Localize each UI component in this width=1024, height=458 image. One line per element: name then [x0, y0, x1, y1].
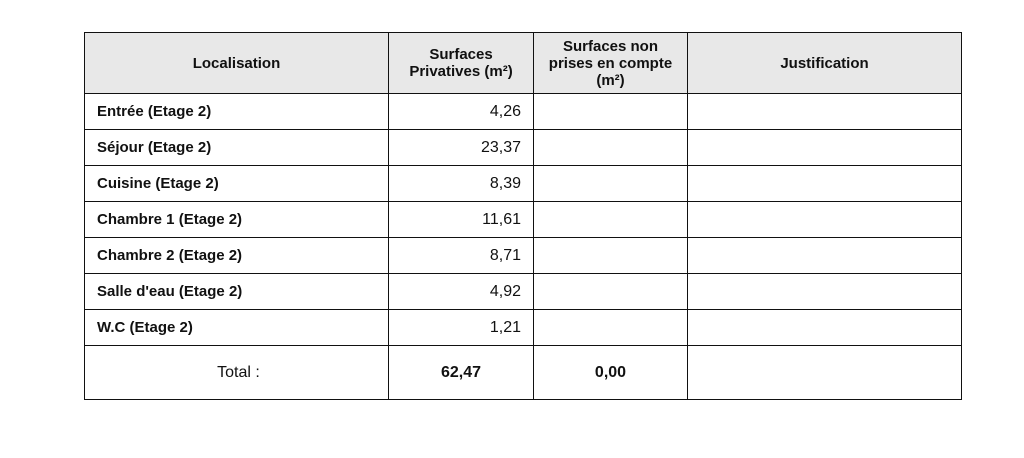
total-non-prises: 0,00 — [533, 345, 688, 400]
header-cell: Surfaces Privatives (m²) — [388, 32, 534, 94]
location-cell: Salle d'eau (Etage 2) — [84, 273, 389, 310]
header-cell: Justification — [687, 32, 962, 94]
location-cell: W.C (Etage 2) — [84, 309, 389, 346]
header-cell: Surfaces non prises en compte (m²) — [533, 32, 688, 94]
empty-cell — [687, 237, 962, 274]
location-cell: Entrée (Etage 2) — [84, 93, 389, 130]
table-row: Séjour (Etage 2) 23,37 — [84, 129, 962, 166]
empty-cell — [687, 93, 962, 130]
location-cell: Chambre 1 (Etage 2) — [84, 201, 389, 238]
table-row: Cuisine (Etage 2) 8,39 — [84, 165, 962, 202]
table-row: Salle d'eau (Etage 2) 4,92 — [84, 273, 962, 310]
table-row: Chambre 2 (Etage 2) 8,71 — [84, 237, 962, 274]
total-row: Total : 62,47 0,00 — [84, 345, 962, 400]
total-privatives: 62,47 — [388, 345, 534, 400]
surface-cell: 8,71 — [388, 237, 534, 274]
empty-cell — [533, 165, 688, 202]
table-row: Chambre 1 (Etage 2) 11,61 — [84, 201, 962, 238]
empty-cell — [687, 345, 962, 400]
empty-cell — [533, 93, 688, 130]
empty-cell — [687, 129, 962, 166]
empty-cell — [533, 201, 688, 238]
empty-cell — [533, 309, 688, 346]
surface-table: Localisation Surfaces Privatives (m²) Su… — [84, 32, 962, 400]
table-body: Entrée (Etage 2) 4,26 Séjour (Etage 2) 23,3… — [84, 93, 962, 346]
location-cell: Chambre 2 (Etage 2) — [84, 237, 389, 274]
header-cell: Localisation — [84, 32, 389, 94]
empty-cell — [687, 165, 962, 202]
surface-cell: 4,92 — [388, 273, 534, 310]
total-label: Total : — [84, 345, 389, 400]
location-cell: Séjour (Etage 2) — [84, 129, 389, 166]
empty-cell — [533, 129, 688, 166]
table-row: W.C (Etage 2) 1,21 — [84, 309, 962, 346]
surface-cell: 11,61 — [388, 201, 534, 238]
empty-cell — [687, 273, 962, 310]
surface-cell: 23,37 — [388, 129, 534, 166]
empty-cell — [687, 309, 962, 346]
location-cell: Cuisine (Etage 2) — [84, 165, 389, 202]
table-row: Entrée (Etage 2) 4,26 — [84, 93, 962, 130]
empty-cell — [533, 237, 688, 274]
surface-cell: 8,39 — [388, 165, 534, 202]
empty-cell — [687, 201, 962, 238]
empty-cell — [533, 273, 688, 310]
surface-cell: 1,21 — [388, 309, 534, 346]
surface-cell: 4,26 — [388, 93, 534, 130]
header-row: Localisation Surfaces Privatives (m²) Su… — [84, 32, 962, 94]
